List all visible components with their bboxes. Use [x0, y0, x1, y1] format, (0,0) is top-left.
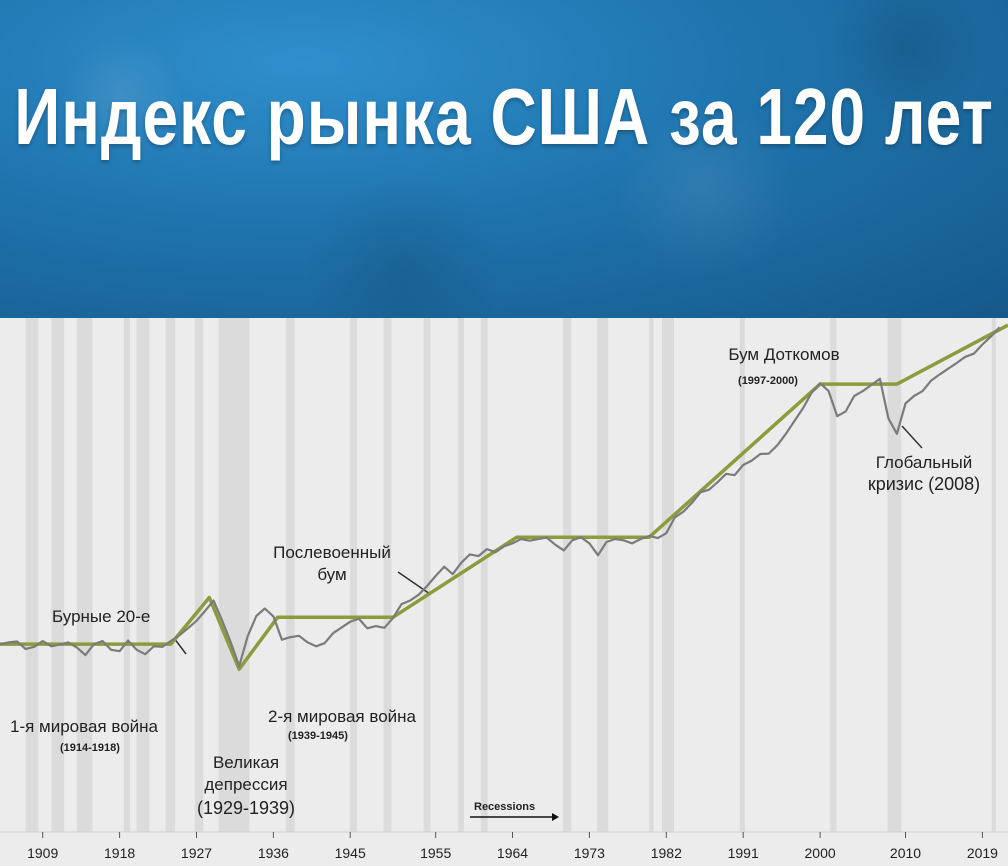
annotation-ww1: 1-я мировая война [10, 717, 159, 736]
recession-band [662, 318, 674, 832]
annotation-ww2: 2-я мировая война [268, 707, 417, 726]
recession-band [649, 318, 654, 832]
annotation-depression-line1: Великая [213, 753, 279, 772]
x-tick-label: 1964 [497, 845, 528, 861]
x-tick-label: 1991 [728, 845, 759, 861]
recessions-legend-arrowhead [552, 813, 559, 821]
pointer-gfc [901, 425, 923, 449]
title-banner: Индекс рынка США за 120 лет [0, 0, 1008, 318]
annotation-dotcom-years: (1997-2000) [738, 375, 798, 387]
plot-background [0, 318, 1008, 866]
recession-band [830, 318, 837, 832]
x-tick-label: 1955 [420, 845, 451, 861]
x-tick-label: 1982 [651, 845, 682, 861]
recession-band [51, 318, 65, 832]
recession-bands [25, 318, 996, 832]
page-title: Индекс рынка США за 120 лет [14, 71, 994, 162]
recession-band [597, 318, 609, 832]
recession-band [136, 318, 150, 832]
pointer-roaring20s [173, 637, 187, 655]
pointer-postwar [397, 571, 431, 595]
x-tick-label: 2000 [805, 845, 836, 861]
annotation-gfc-line1: Глобальный [876, 453, 973, 472]
x-tick-label: 2010 [890, 845, 921, 861]
annotation-postwar-line2: бум [317, 565, 346, 584]
annotation-depression-years: (1929-1939) [197, 798, 295, 818]
x-tick-label: 1909 [27, 845, 58, 861]
annotation-pointers [173, 425, 923, 655]
annotation-dotcom: Бум Доткомов [728, 345, 839, 364]
annotation-ww1-years: (1914-1918) [60, 742, 120, 754]
recession-band [25, 318, 39, 832]
recession-band [383, 318, 392, 832]
recession-band [991, 318, 996, 832]
annotation-gfc-line2: кризис (2008) [868, 474, 980, 494]
x-tick-label: 1973 [574, 845, 605, 861]
recession-band [76, 318, 93, 832]
recession-band [480, 318, 488, 832]
x-tick-label: 1945 [335, 845, 366, 861]
annotation-roaring20s: Бурные 20-е [52, 607, 150, 626]
market-index-chart: 1-я мировая война (1914-1918) Бурные 20-… [0, 318, 1008, 866]
recession-band [165, 318, 176, 832]
x-tick-label: 1927 [181, 845, 212, 861]
annotation-ww2-years: (1939-1945) [288, 730, 348, 742]
recession-band [194, 318, 204, 832]
index-line [0, 326, 1001, 668]
recession-band [423, 318, 431, 832]
recessions-legend-label: Recessions [474, 801, 535, 813]
recession-band [562, 318, 572, 832]
recession-band [350, 318, 357, 832]
annotation-depression-line2: депрессия [204, 775, 287, 794]
recession-band [218, 318, 250, 832]
recession-band [887, 318, 902, 832]
annotation-postwar-line1: Послевоенный [273, 543, 391, 562]
recession-band [286, 318, 295, 832]
x-tick-label: 1936 [258, 845, 289, 861]
recession-band [123, 318, 130, 832]
recession-band [739, 318, 745, 832]
x-axis-ticks: 1909 1918 1927 1936 1945 1955 1964 1973 1982 1991… [27, 832, 998, 861]
banner-texture [0, 0, 1008, 318]
x-tick-label: 2019 [967, 845, 998, 861]
x-tick-label: 1918 [104, 845, 135, 861]
